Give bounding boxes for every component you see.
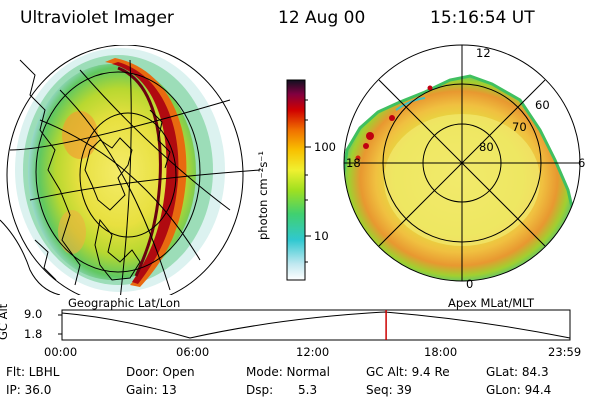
lat-label-80: 80 <box>479 140 494 154</box>
info-dsp: Dsp: <box>246 383 274 397</box>
colorbar-tick-10: 10 <box>314 229 329 243</box>
altitude-plot <box>58 309 571 341</box>
info-glat: GLat: 84.3 <box>486 365 549 379</box>
altitude-xtick-0600: 06:00 <box>176 345 210 359</box>
altitude-ylabel: GC Alt <box>0 303 10 340</box>
mlt-label-0: 0 <box>466 277 474 291</box>
mlt-label-6: 6 <box>578 156 586 170</box>
altitude-xtick-0000: 00:00 <box>44 345 78 359</box>
info-glon: GLon: 94.4 <box>486 383 552 397</box>
polar-plot <box>343 44 581 282</box>
geographic-image <box>0 45 260 295</box>
colorbar-tick-100: 100 <box>314 140 336 154</box>
info-gc-alt: GC Alt: 9.4 Re <box>366 365 450 379</box>
right-panel-caption: Apex MLat/MLT <box>448 296 535 310</box>
info-gain: Gain: 13 <box>126 383 177 397</box>
info-door: Door: Open <box>126 365 195 379</box>
colorbar-unit-label: photon cm⁻²s⁻¹ <box>256 151 270 240</box>
mlt-label-12: 12 <box>476 46 491 60</box>
lat-label-70: 70 <box>512 120 527 134</box>
header-date: 12 Aug 00 <box>278 8 366 28</box>
altitude-xtick-1800: 18:00 <box>424 345 458 359</box>
altitude-ytick-9: 9.0 <box>24 307 43 321</box>
altitude-xtick-2359: 23:59 <box>548 345 582 359</box>
header-time: 15:16:54 UT <box>430 8 535 28</box>
info-ip: IP: 36.0 <box>6 383 52 397</box>
mlt-label-18: 18 <box>346 156 361 170</box>
info-dsp-value: 5.3 <box>298 383 318 397</box>
lat-label-60: 60 <box>535 98 550 112</box>
info-mode: Mode: Normal <box>246 365 330 379</box>
altitude-xtick-1200: 12:00 <box>296 345 330 359</box>
info-seq: Seq: 39 <box>366 383 412 397</box>
info-filter: Flt: LBHL <box>6 365 60 379</box>
header-title: Ultraviolet Imager <box>20 8 174 28</box>
altitude-ytick-1-8: 1.8 <box>24 327 43 341</box>
left-panel-caption: Geographic Lat/Lon <box>68 296 181 310</box>
colorbar <box>286 79 306 281</box>
